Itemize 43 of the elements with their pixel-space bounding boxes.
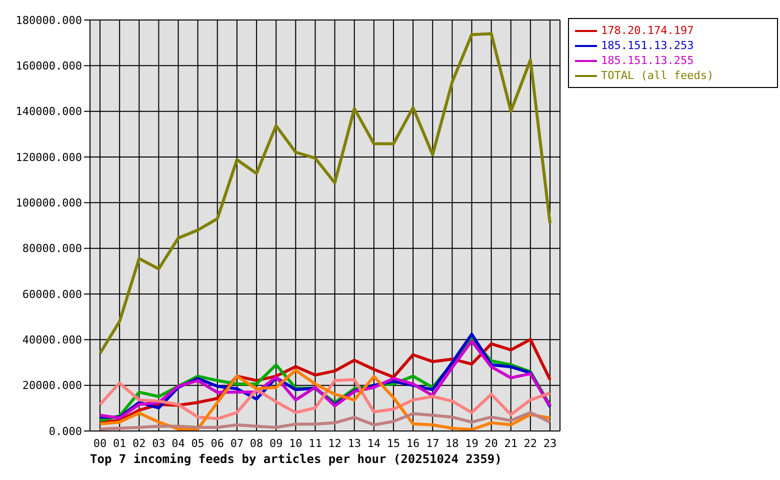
- y-tick-label: 120000.000: [16, 150, 82, 164]
- x-tick-label: 12: [328, 436, 342, 450]
- y-tick-label: 180000.000: [16, 14, 82, 27]
- x-tick-label: 07: [230, 436, 244, 450]
- legend-label: 178.20.174.197: [601, 23, 694, 38]
- y-tick-label: 100000.000: [16, 196, 82, 210]
- x-tick-label: 03: [152, 436, 166, 450]
- x-tick-label: 15: [386, 436, 400, 450]
- x-tick-label: 00: [93, 436, 107, 450]
- x-tick-label: 17: [426, 436, 440, 450]
- x-tick-label: 11: [308, 436, 322, 450]
- x-tick-label: 22: [524, 436, 538, 450]
- x-tick-label: 20: [484, 436, 498, 450]
- x-tick-label: 21: [504, 436, 518, 450]
- y-tick-label: 80000.000: [22, 242, 82, 256]
- x-tick-label: 05: [191, 436, 204, 450]
- x-tick-label: 13: [348, 436, 361, 450]
- legend-label: 185.151.13.253: [601, 38, 694, 53]
- y-tick-label: 40000.000: [22, 334, 82, 347]
- x-tick-label: 01: [112, 436, 126, 450]
- legend-label: TOTAL (all feeds): [601, 68, 714, 83]
- x-tick-label: 23: [543, 436, 557, 450]
- legend-label: 185.151.13.255: [601, 53, 694, 68]
- x-tick-label: 02: [132, 436, 146, 450]
- y-tick-label: 0.000: [48, 424, 82, 438]
- line-series: [98, 32, 552, 355]
- x-tick-label: 10: [289, 436, 302, 450]
- line-series: [98, 368, 552, 431]
- y-tick-label: 160000.000: [16, 60, 82, 73]
- x-tick-label: 06: [210, 436, 224, 450]
- x-tick-label: 19: [465, 436, 478, 450]
- x-tick-label: 09: [269, 436, 283, 450]
- line-series: [98, 411, 552, 430]
- x-tick-label: 08: [250, 436, 264, 450]
- line-series: [98, 378, 552, 420]
- x-tick-label: 04: [172, 436, 186, 450]
- y-tick-label: 60000.000: [22, 288, 82, 301]
- x-tick-label: 14: [367, 436, 381, 450]
- y-tick-label: 140000.000: [16, 105, 82, 118]
- x-tick-label: 18: [446, 436, 459, 450]
- y-tick-label: 20000.000: [22, 379, 82, 392]
- x-tick-label: 16: [406, 436, 420, 450]
- text: Top 7 incoming feeds by articles per hour (20251024 2359): [90, 452, 502, 466]
